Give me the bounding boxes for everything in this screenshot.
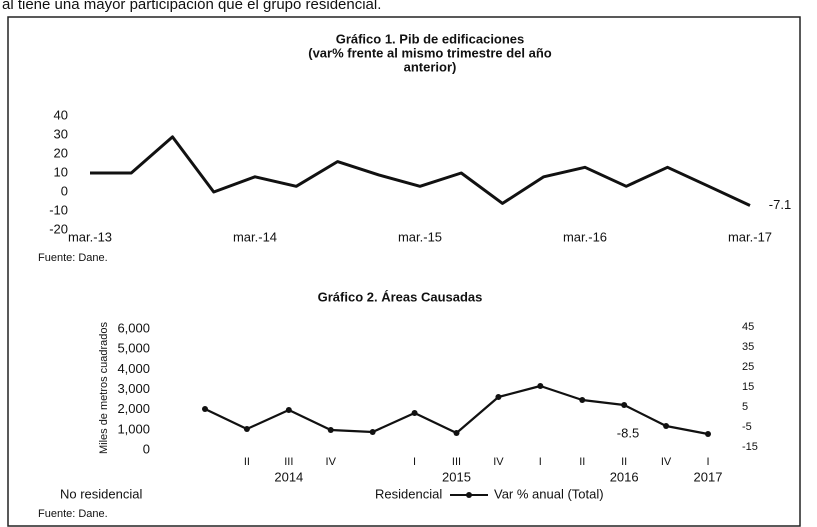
y2-tick-label: -15 — [742, 441, 758, 453]
x-tick-label: I — [539, 456, 542, 468]
x-tick-label: mar.-16 — [563, 229, 607, 244]
y-tick-label: 0 — [143, 441, 150, 456]
y-tick-label: 3,000 — [117, 381, 150, 396]
series-line — [90, 135, 751, 207]
y2-tick-label: 25 — [742, 361, 754, 373]
y2-tick-label: 15 — [742, 381, 754, 393]
year-label: 2017 — [694, 469, 723, 484]
y-tick-label: 6,000 — [117, 320, 150, 335]
y-tick-label: 10 — [54, 164, 68, 179]
line-marker — [202, 406, 208, 412]
line-marker — [327, 427, 334, 433]
y-tick-label: 40 — [54, 107, 68, 122]
x-tick-label: II — [244, 456, 250, 468]
chart-title: (var% frente al mismo trimestre del año — [308, 45, 552, 60]
chart-title: anterior) — [404, 59, 457, 74]
x-tick-label: I — [706, 456, 709, 468]
y-tick-label: 4,000 — [117, 361, 150, 376]
y-tick-label: 0 — [61, 183, 68, 198]
line-marker — [663, 423, 670, 429]
y-tick-label: 30 — [54, 126, 68, 141]
y2-tick-label: -5 — [742, 421, 752, 433]
x-tick-label: IV — [661, 456, 672, 468]
y-tick-label: 5,000 — [117, 341, 150, 356]
legend-marker — [466, 492, 472, 498]
y-tick-label: 20 — [54, 145, 68, 160]
data-label: -8.5 — [617, 425, 639, 440]
year-label: 2015 — [442, 469, 471, 484]
line-marker — [285, 407, 292, 413]
line-marker — [705, 431, 711, 437]
line-marker — [621, 402, 628, 408]
x-tick-label: I — [413, 456, 416, 468]
frame — [7, 16, 801, 527]
y2-tick-label: 5 — [742, 401, 748, 413]
line-marker — [495, 394, 502, 400]
x-tick-label: mar.-17 — [728, 229, 772, 244]
chart-title: Gráfico 1. Pib de edificaciones — [336, 31, 525, 46]
legend-label: Var % anual (Total) — [494, 486, 604, 501]
line-marker — [411, 410, 418, 416]
y-tick-label: -20 — [49, 221, 68, 236]
x-tick-label: mar.-13 — [68, 229, 112, 244]
year-label: 2014 — [274, 469, 303, 484]
legend-label: Residencial — [375, 486, 442, 501]
y-axis-label: Miles de metros cuadrados — [98, 321, 110, 454]
data-label: -7.1 — [769, 197, 791, 212]
x-tick-label: mar.-14 — [233, 229, 277, 244]
y2-tick-label: 35 — [742, 341, 754, 353]
chart-title: Gráfico 2. Áreas Causadas — [318, 289, 483, 304]
line-marker — [243, 426, 250, 432]
x-tick-label: II — [621, 456, 627, 468]
x-tick-label: II — [579, 456, 585, 468]
y-tick-label: -10 — [49, 202, 68, 217]
line-marker — [369, 429, 376, 435]
x-tick-label: IV — [493, 456, 504, 468]
x-tick-label: mar.-15 — [398, 229, 442, 244]
line-marker — [579, 397, 586, 403]
source-note: Fuente: Dane. — [38, 508, 108, 520]
y-tick-label: 2,000 — [117, 401, 150, 416]
line-marker — [537, 383, 544, 389]
source-note: Fuente: Dane. — [38, 252, 108, 264]
x-tick-label: III — [452, 456, 461, 468]
y2-tick-label: 45 — [742, 321, 754, 333]
legend-label: No residencial — [60, 486, 142, 501]
x-tick-label: III — [284, 456, 293, 468]
y-tick-label: 1,000 — [117, 421, 150, 436]
line-marker — [453, 430, 460, 436]
x-tick-label: IV — [326, 456, 337, 468]
year-label: 2016 — [610, 469, 639, 484]
intro-text: al tiene una mayor participación que el … — [2, 0, 381, 13]
